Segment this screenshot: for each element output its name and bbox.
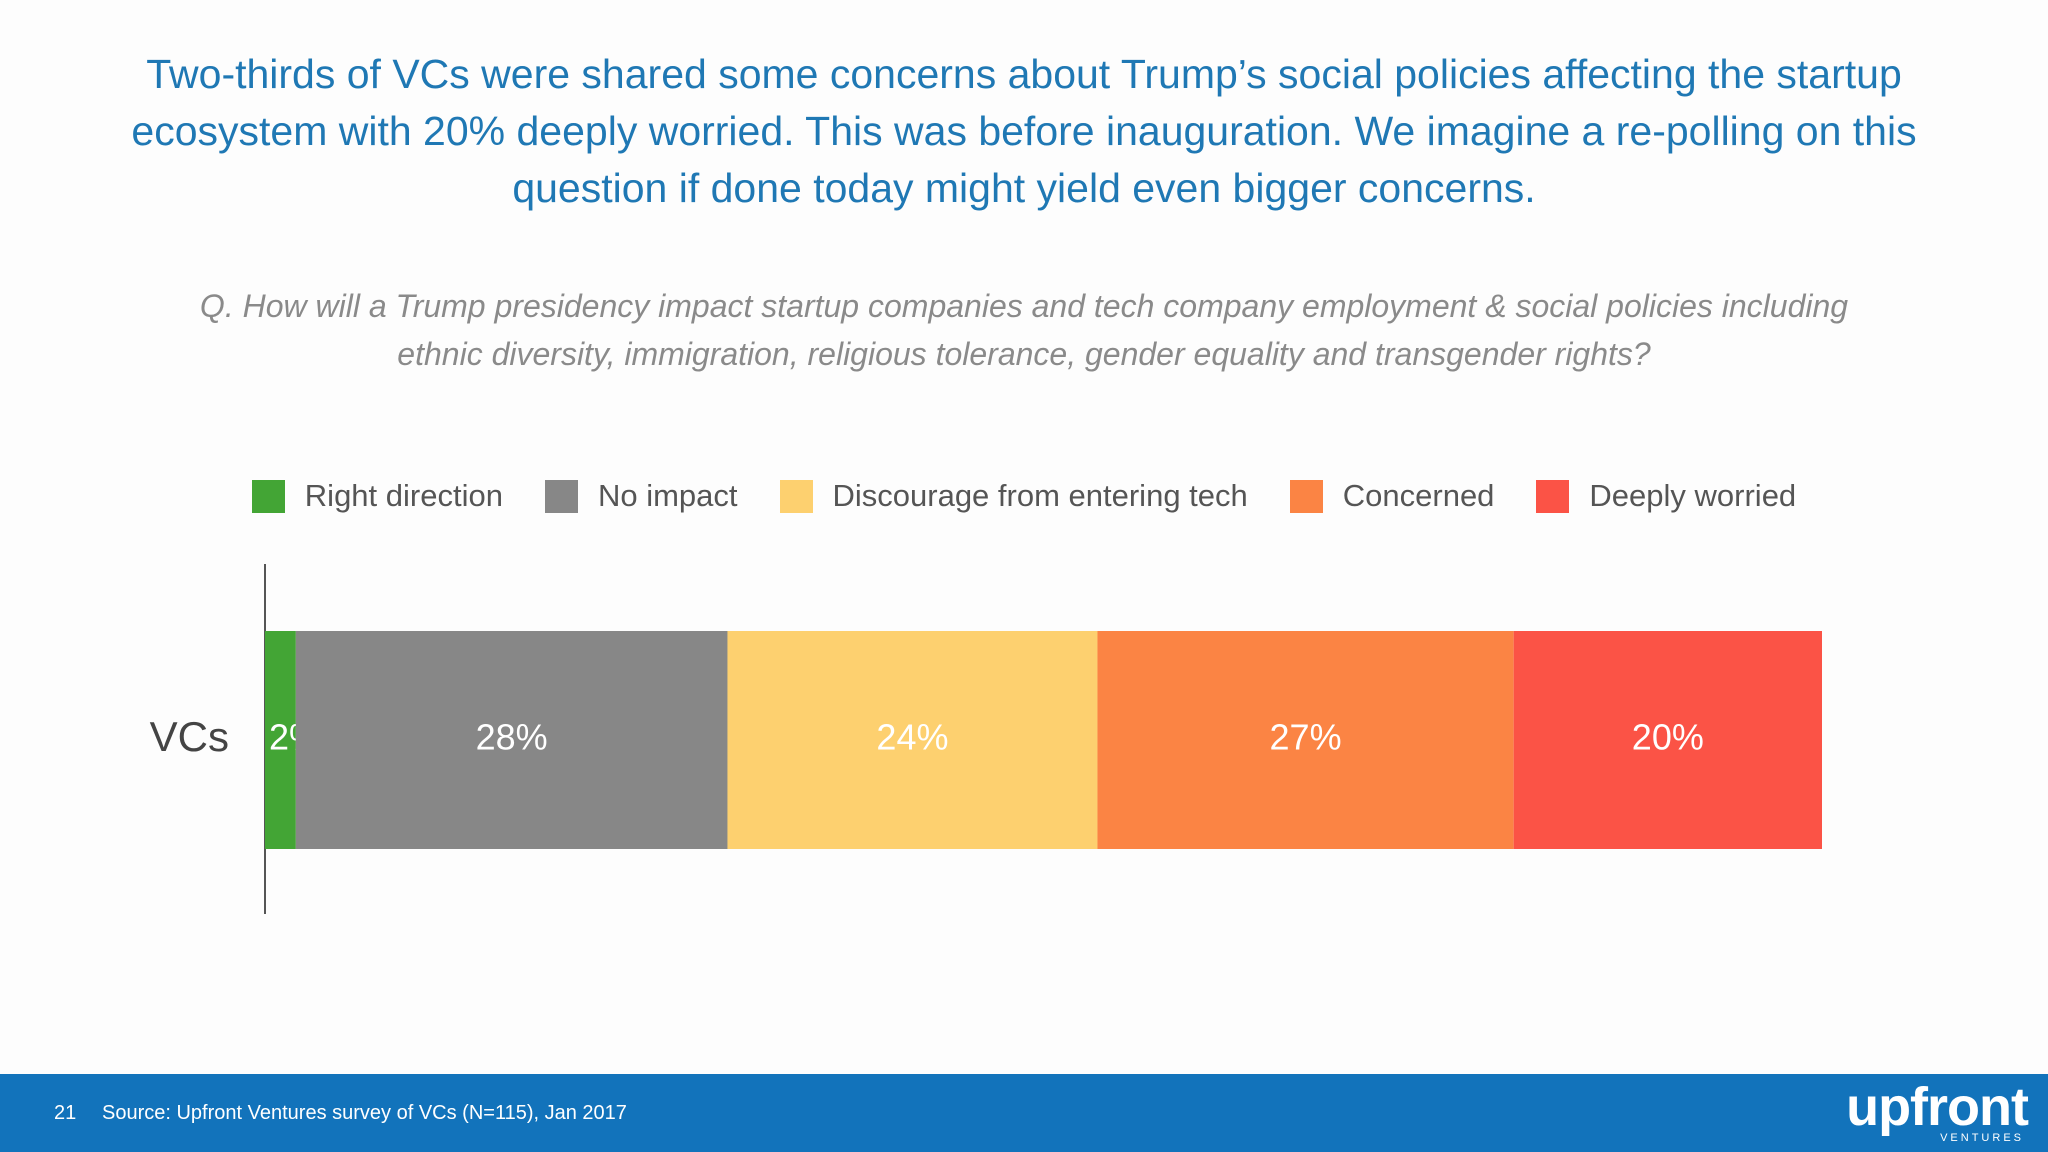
- data-label: 20%: [1632, 717, 1704, 758]
- logo-subtitle: VENTURES: [1940, 1132, 2024, 1144]
- legend-label: No impact: [597, 478, 738, 513]
- legend-item: Discourage from entering tech: [779, 478, 1248, 514]
- bar-segment: [727, 631, 1098, 849]
- bar-segment: [1513, 631, 1822, 849]
- legend-label: Right direction: [304, 478, 503, 513]
- legend-item: No impact: [544, 478, 738, 514]
- legend-swatch: [1289, 479, 1323, 513]
- data-label: 28%: [476, 717, 548, 758]
- chart: VCs 2% 28% 24% 27% 20%: [150, 564, 1822, 914]
- legend-label: Deeply worried: [1589, 478, 1797, 513]
- bar-segment: [1097, 631, 1514, 849]
- legend-label: Discourage from entering tech: [832, 478, 1248, 513]
- bar-segment: [265, 631, 296, 849]
- chart-title: Two-thirds of VCs were shared some conce…: [131, 51, 1917, 211]
- legend-item: Concerned: [1289, 478, 1495, 514]
- logo: upfront: [1846, 1077, 2029, 1137]
- chart-subtitle: Q. How will a Trump presidency impact st…: [199, 288, 1849, 372]
- legend-swatch: [779, 479, 813, 513]
- data-label: 27%: [1270, 717, 1342, 758]
- legend-item: Right direction: [251, 478, 503, 514]
- data-label: 24%: [876, 717, 948, 758]
- page-number: 21: [54, 1102, 77, 1124]
- legend-label: Concerned: [1342, 478, 1495, 513]
- legend-swatch: [1536, 479, 1570, 513]
- source-note: Source: Upfront Ventures survey of VCs (…: [102, 1102, 627, 1124]
- footer: 21 Source: Upfront Ventures survey of VC…: [0, 1074, 2048, 1152]
- legend: Right direction No impact Discourage from …: [0, 478, 2048, 514]
- legend-item: Deeply worried: [1536, 478, 1796, 514]
- legend-swatch: [544, 479, 578, 513]
- legend-swatch: [251, 479, 285, 513]
- bar-segment: [295, 631, 728, 849]
- y-tick-label: VCs: [150, 713, 229, 760]
